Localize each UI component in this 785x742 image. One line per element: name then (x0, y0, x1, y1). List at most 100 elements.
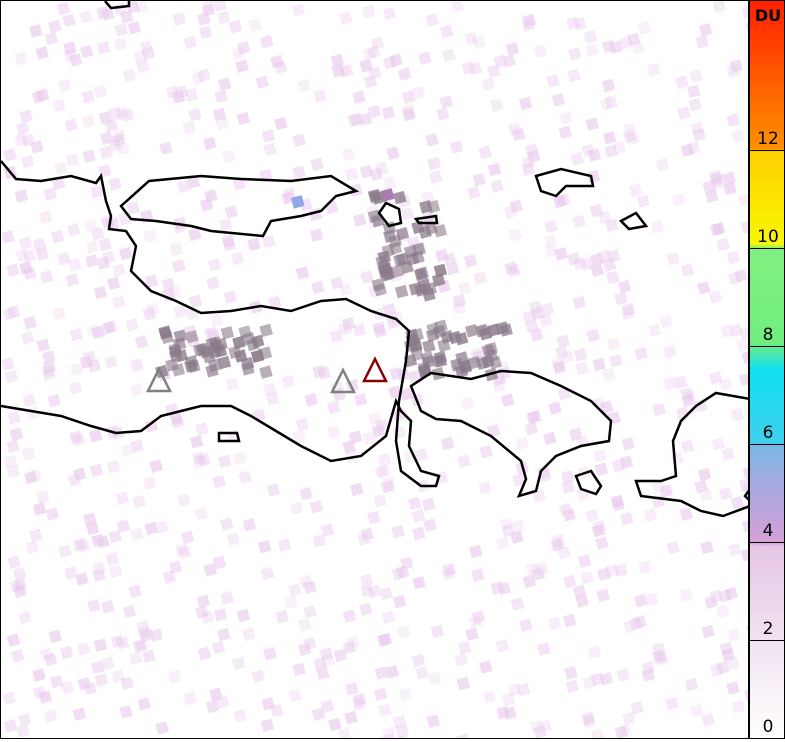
so2-pixel (85, 239, 99, 254)
so2-pixel (680, 263, 695, 277)
so2-pixel (456, 733, 471, 742)
so2-pixel (742, 466, 756, 480)
so2-pixel (304, 392, 318, 407)
so2-pixel (238, 470, 252, 485)
so2-pixel (631, 41, 646, 55)
map-panel[interactable] (0, 0, 764, 742)
colorbar-tick (750, 444, 784, 445)
so2-pixel (544, 219, 558, 234)
so2-pixel (36, 490, 50, 504)
so2-pixel (449, 140, 464, 154)
so2-pixel (109, 564, 123, 579)
so2-pixel (484, 349, 499, 363)
so2-pixel (339, 11, 353, 25)
so2-pixel (679, 588, 694, 602)
so2-pixel (373, 687, 388, 702)
so2-pixel (257, 539, 272, 554)
so2-pixel (1, 230, 15, 244)
so2-pixel (232, 656, 246, 671)
so2-pixel (417, 278, 432, 292)
so2-pixel (360, 584, 375, 598)
so2-pixel (674, 375, 688, 390)
so2-pixel (421, 497, 436, 512)
so2-pixel (391, 525, 405, 539)
so2-pixel (105, 552, 120, 566)
so2-pixel (586, 169, 601, 184)
so2-pixel (358, 602, 373, 616)
so2-pixel (592, 357, 606, 372)
so2-pixel (398, 687, 413, 702)
so2-pixel (521, 17, 535, 32)
so2-pixel (115, 636, 130, 650)
so2-pixel (390, 264, 405, 279)
so2-pixel (654, 651, 669, 666)
so2-pixel (35, 46, 49, 60)
so2-pixel (180, 530, 195, 545)
so2-pixel (15, 248, 30, 263)
so2-pixel (220, 591, 234, 605)
so2-pixel (530, 306, 545, 321)
so2-pixel (52, 307, 66, 321)
so2-pixel (69, 327, 84, 342)
so2-pixel (394, 284, 409, 299)
so2-pixel (652, 402, 666, 417)
so2-pixel (389, 367, 404, 381)
so2-pixel (422, 339, 436, 353)
so2-pixel (729, 59, 743, 73)
so2-pixel (599, 400, 614, 414)
so2-pixel (720, 324, 734, 338)
so2-pixel (655, 157, 670, 172)
so2-pixel (108, 106, 123, 121)
so2-pixel (9, 427, 24, 442)
so2-pixel (81, 90, 95, 104)
so2-pixel (433, 354, 448, 368)
so2-pixel (171, 90, 186, 104)
so2-pixel (259, 365, 273, 379)
so2-pixel (212, 107, 227, 122)
colorbar-tick (750, 346, 784, 347)
so2-pixel (1, 357, 15, 371)
so2-pixel (21, 133, 36, 147)
so2-pixel (415, 666, 429, 680)
so2-pixel (136, 59, 150, 74)
so2-pixel (672, 193, 686, 207)
so2-pixel (551, 357, 566, 372)
so2-pixel (741, 519, 756, 533)
so2-pixel (309, 500, 324, 514)
so2-pixel (199, 197, 214, 212)
so2-pixel (570, 152, 584, 166)
so2-pixel (558, 111, 573, 125)
so2-pixel (379, 586, 393, 601)
so2-pixel (260, 718, 275, 732)
so2-pixel (688, 98, 702, 112)
so2-pixel (47, 393, 61, 408)
so2-pixel (375, 419, 389, 433)
so2-pixel (195, 422, 209, 436)
so2-pixel (85, 521, 100, 536)
so2-pixel (155, 721, 169, 735)
so2-pixel (15, 121, 30, 136)
so2-pixel (235, 59, 249, 73)
so2-pixel (705, 189, 719, 204)
so2-pixel (21, 447, 36, 461)
so2-pixel (711, 172, 726, 187)
so2-pixel (224, 205, 238, 219)
so2-pixel (6, 439, 20, 454)
so2-pixel (172, 259, 186, 273)
so2-pixel (554, 247, 568, 261)
so2-pixel (637, 21, 651, 35)
so2-pixel (636, 194, 651, 208)
so2-pixel (745, 20, 760, 35)
so2-pixel (76, 642, 91, 656)
so2-pixel (90, 185, 104, 199)
so2-pixel (500, 393, 515, 407)
so2-pixel (84, 219, 98, 233)
so2-pixel (72, 707, 87, 721)
so2-pixel (439, 95, 453, 109)
so2-pixel (378, 703, 392, 717)
so2-pixel (52, 98, 66, 113)
so2-pixel (363, 74, 378, 89)
so2-pixel (77, 539, 91, 554)
so2-pixel (411, 250, 425, 265)
so2-pixel (646, 62, 661, 77)
